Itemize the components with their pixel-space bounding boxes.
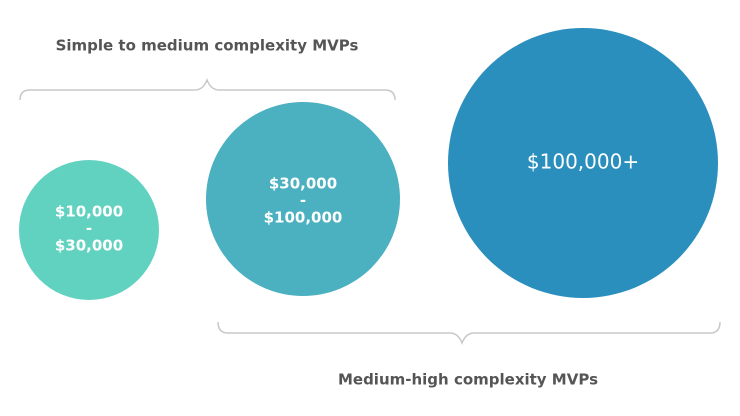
circle <box>206 102 400 296</box>
circle <box>19 160 159 300</box>
node-text: $100,000+ <box>527 150 639 174</box>
node-text: - <box>300 192 306 210</box>
brace <box>19 77 396 101</box>
node-text: - <box>86 220 92 238</box>
node-text: $30,000 <box>269 175 337 193</box>
brace <box>217 321 721 346</box>
node-text: $10,000 <box>55 203 123 221</box>
node-text: $100,000 <box>264 209 343 227</box>
group-label: Simple to medium complexity MVPs <box>56 37 359 55</box>
circle <box>448 28 718 298</box>
node-text: $30,000 <box>55 237 123 255</box>
group-label: Medium-high complexity MVPs <box>338 371 598 389</box>
